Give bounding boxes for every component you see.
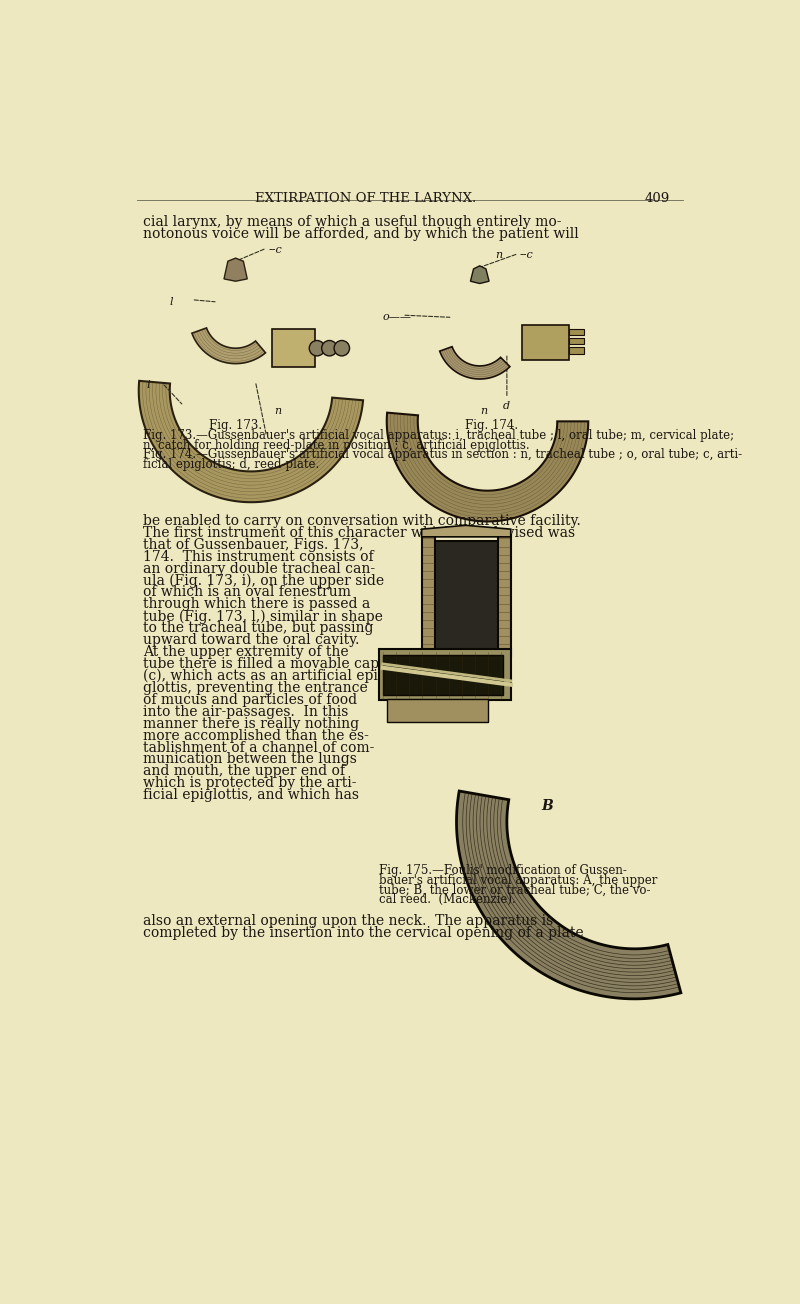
Text: Fig. 174.: Fig. 174.: [465, 419, 518, 432]
Text: tube there is filled a movable cap: tube there is filled a movable cap: [142, 657, 378, 672]
Text: ficial epiglottis, and which has: ficial epiglottis, and which has: [142, 788, 358, 802]
Text: Fig. 174.—Gussenbauer's artificial vocal apparatus in section : n, tracheal tube: Fig. 174.—Gussenbauer's artificial vocal…: [142, 449, 742, 462]
Polygon shape: [498, 536, 510, 656]
Text: n, catch for holding reed-plate in position ; c, artificial epiglottis.: n, catch for holding reed-plate in posit…: [142, 438, 530, 451]
Text: 174.  This instrument consists of: 174. This instrument consists of: [142, 549, 374, 563]
Text: -- m: -- m: [310, 342, 331, 351]
Text: B: B: [542, 798, 554, 812]
Text: ficial epiglottis; d, reed-plate.: ficial epiglottis; d, reed-plate.: [142, 458, 319, 471]
FancyBboxPatch shape: [569, 329, 584, 335]
Text: that of Gussenbauer, Figs. 173,: that of Gussenbauer, Figs. 173,: [142, 537, 363, 552]
Text: an ordinary double tracheal can-: an ordinary double tracheal can-: [142, 562, 374, 575]
Text: tube (Fig. 173, l,) similar in shape: tube (Fig. 173, l,) similar in shape: [142, 609, 382, 623]
Text: Fig. 175.—Foulis' modification of Gussen-: Fig. 175.—Foulis' modification of Gussen…: [379, 865, 627, 878]
Text: n: n: [495, 250, 502, 261]
FancyBboxPatch shape: [383, 655, 503, 695]
Text: into the air-passages.  In this: into the air-passages. In this: [142, 704, 348, 719]
FancyBboxPatch shape: [569, 338, 584, 344]
FancyBboxPatch shape: [272, 329, 314, 368]
Text: of mucus and particles of food: of mucus and particles of food: [142, 692, 357, 707]
Circle shape: [322, 340, 337, 356]
Text: tube; B, the lower or tracheal tube; C, the vo-: tube; B, the lower or tracheal tube; C, …: [379, 883, 650, 896]
Text: munication between the lungs: munication between the lungs: [142, 752, 357, 767]
Text: through which there is passed a: through which there is passed a: [142, 597, 370, 612]
Text: n: n: [274, 406, 282, 416]
Text: of which is an oval fenestrum: of which is an oval fenestrum: [142, 585, 350, 600]
Polygon shape: [192, 327, 266, 364]
Text: i: i: [146, 379, 150, 390]
Text: be enabled to carry on conversation with comparative facility.: be enabled to carry on conversation with…: [142, 514, 580, 528]
Polygon shape: [138, 381, 363, 502]
Text: d: d: [503, 400, 510, 411]
Polygon shape: [422, 526, 510, 537]
Text: glottis, preventing the entrance: glottis, preventing the entrance: [142, 681, 367, 695]
Text: EXTIRPATION OF THE LARYNX.: EXTIRPATION OF THE LARYNX.: [255, 192, 476, 205]
Polygon shape: [434, 541, 499, 653]
Text: notonous voice will be afforded, and by which the patient will: notonous voice will be afforded, and by …: [142, 227, 578, 241]
Polygon shape: [224, 258, 247, 282]
Text: (c), which acts as an artificial epi-: (c), which acts as an artificial epi-: [142, 669, 382, 683]
Text: A: A: [441, 556, 452, 570]
FancyBboxPatch shape: [522, 325, 569, 360]
Circle shape: [310, 340, 325, 356]
Polygon shape: [440, 347, 510, 379]
Text: The first instrument of this character which was devised was: The first instrument of this character w…: [142, 526, 574, 540]
Polygon shape: [457, 792, 681, 999]
Text: which is protected by the arti-: which is protected by the arti-: [142, 776, 356, 790]
Text: Fig. 173.—Gussenbauer's artificial vocal apparatus: i, tracheal tube ; l, oral t: Fig. 173.—Gussenbauer's artificial vocal…: [142, 429, 734, 442]
Text: C: C: [381, 668, 391, 682]
Text: 409: 409: [644, 192, 670, 205]
Text: cial larynx, by means of which a useful though entirely mo-: cial larynx, by means of which a useful …: [142, 215, 561, 230]
FancyBboxPatch shape: [379, 648, 510, 700]
Polygon shape: [386, 412, 588, 522]
Polygon shape: [422, 536, 435, 656]
Text: cal reed.  (Mackenzie).: cal reed. (Mackenzie).: [379, 893, 516, 906]
Text: n: n: [480, 406, 487, 416]
Text: more accomplished than the es-: more accomplished than the es-: [142, 729, 369, 742]
Polygon shape: [470, 266, 489, 283]
Text: manner there is really nothing: manner there is really nothing: [142, 717, 358, 730]
Text: l: l: [170, 296, 174, 306]
Text: tablishment of a channel of com-: tablishment of a channel of com-: [142, 741, 374, 755]
FancyBboxPatch shape: [569, 347, 584, 353]
Text: upward toward the oral cavity.: upward toward the oral cavity.: [142, 634, 359, 647]
Circle shape: [334, 340, 350, 356]
FancyBboxPatch shape: [386, 699, 487, 721]
Text: ula (Fig. 173, i), on the upper side: ula (Fig. 173, i), on the upper side: [142, 574, 384, 588]
Text: and mouth, the upper end of: and mouth, the upper end of: [142, 764, 345, 778]
Text: completed by the insertion into the cervical opening of a plate: completed by the insertion into the cerv…: [142, 926, 583, 940]
Text: Fig. 173.: Fig. 173.: [209, 419, 262, 432]
Text: also an external opening upon the neck.  The apparatus is: also an external opening upon the neck. …: [142, 914, 553, 928]
Text: At the upper extremity of the: At the upper extremity of the: [142, 645, 348, 659]
Text: bauer's artificial vocal apparatus: A, the upper: bauer's artificial vocal apparatus: A, t…: [379, 874, 658, 887]
Text: o——: o——: [383, 312, 412, 322]
Text: to the tracheal tube, but passing: to the tracheal tube, but passing: [142, 621, 373, 635]
Text: --c: --c: [268, 245, 282, 256]
Text: --c: --c: [519, 250, 533, 261]
